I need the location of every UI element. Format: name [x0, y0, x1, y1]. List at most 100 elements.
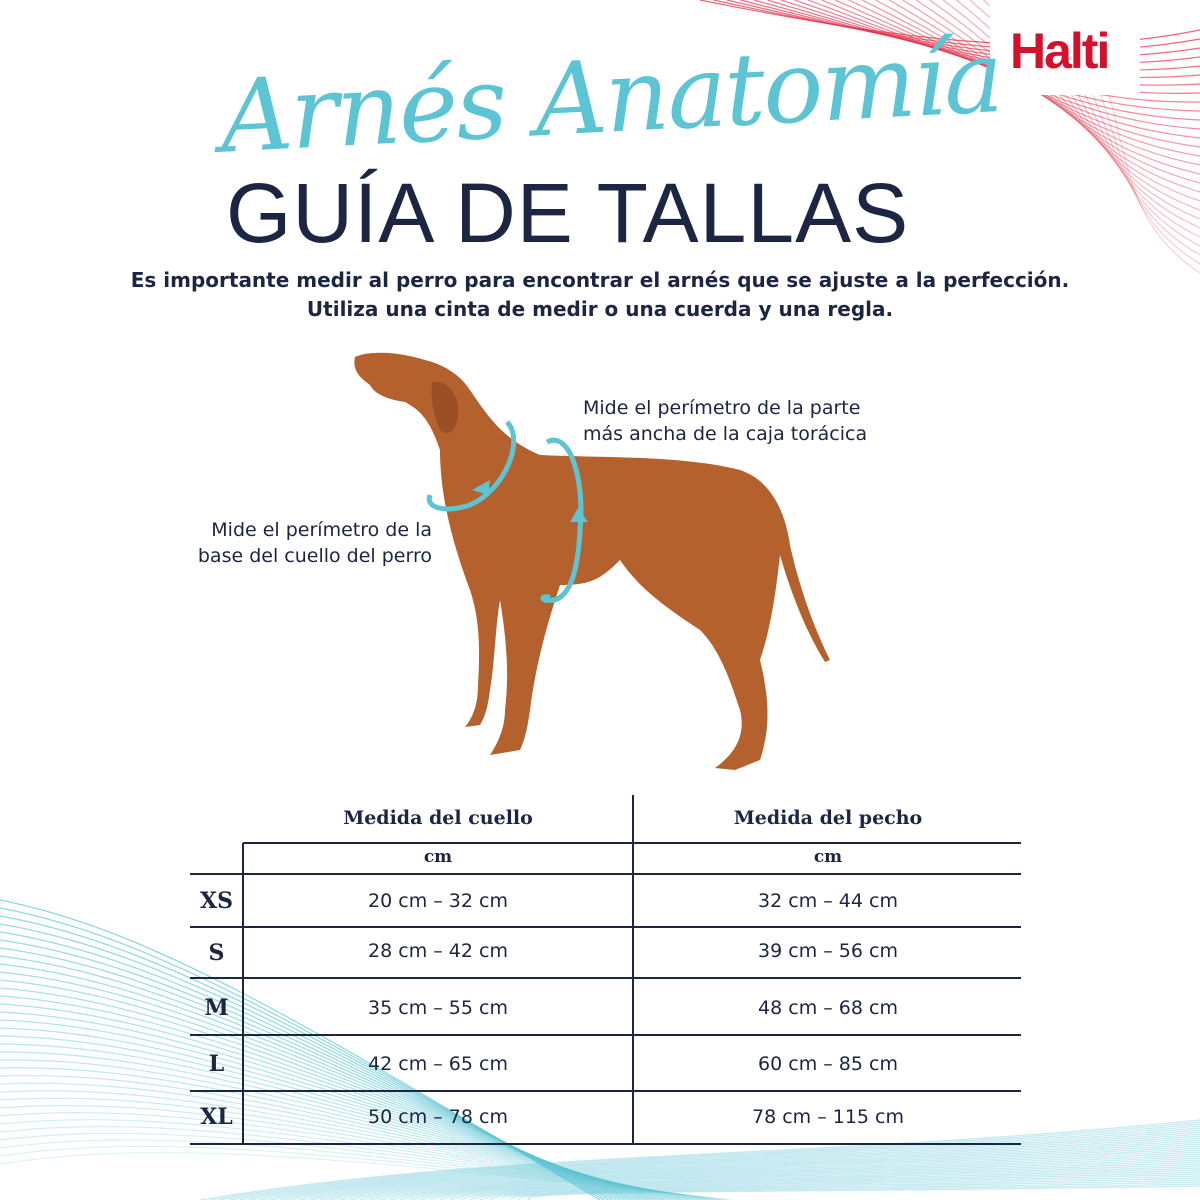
wave-line: [0, 1067, 685, 1200]
unit-neck: cm: [423, 847, 453, 867]
dog-silhouette: [354, 352, 830, 770]
wave-line: [449, 1169, 1200, 1200]
wave-line: [0, 1051, 677, 1200]
wave-line: [929, 0, 1200, 184]
subtitle-line-2: Utiliza una cinta de medir o una cuerda …: [306, 297, 894, 321]
wave-line: [0, 1003, 653, 1200]
wave-line: [0, 1112, 709, 1200]
wave-line: [369, 1153, 1200, 1200]
wave-line: [479, 1175, 1200, 1200]
wave-line: [915, 0, 1200, 175]
divider: [190, 977, 1021, 979]
wave-line: [359, 1151, 1200, 1200]
wave-line: [0, 1074, 689, 1200]
divider: [190, 873, 1021, 875]
neck-measure-arrow: [426, 420, 517, 512]
wave-line: [459, 1171, 1200, 1200]
wave-line: [509, 1181, 1200, 1200]
divider: [190, 1090, 1021, 1092]
wave-line: [409, 1161, 1200, 1200]
chest-measure-arrow: [540, 437, 584, 603]
wave-line: [389, 1157, 1200, 1200]
wave-line: [0, 1035, 669, 1200]
subtitle-line-1: Es importante medir al perro para encont…: [130, 268, 1070, 292]
neck-note: Mide el perímetro de la base del cuello …: [180, 517, 432, 569]
wave-line: [0, 1119, 713, 1200]
wave-line: [518, 1183, 1200, 1200]
wave-line: [329, 1145, 1200, 1200]
wave-line: [0, 1011, 657, 1200]
divider: [190, 1034, 1021, 1036]
wave-line: [0, 1139, 725, 1200]
wave-line: [0, 987, 645, 1200]
wave-line: [0, 1151, 733, 1200]
size-label: S: [208, 940, 225, 966]
unit-chest: cm: [813, 847, 843, 867]
wave-line: [339, 1147, 1200, 1200]
divider: [632, 795, 634, 1145]
wave-line: [309, 1141, 1200, 1200]
neck-value: 42 cm – 65 cm: [368, 1053, 508, 1075]
divider: [190, 1143, 1021, 1145]
divider: [190, 926, 1021, 928]
wave-line: [239, 1127, 1200, 1200]
dog-illustration: [354, 352, 830, 770]
wave-line: [379, 1155, 1200, 1200]
logo-box: [990, 0, 1140, 95]
wave-line: [289, 1137, 1200, 1200]
wave-line: [419, 1163, 1200, 1200]
wave-line: [319, 1143, 1200, 1200]
wave-line: [249, 1129, 1200, 1200]
wave-line: [269, 1133, 1200, 1200]
chest-value: 48 cm – 68 cm: [758, 997, 898, 1019]
wave-line: [279, 1135, 1200, 1200]
chest-value: 78 cm – 115 cm: [751, 1106, 904, 1128]
wave-line: [527, 1185, 1200, 1200]
size-label: XL: [200, 1104, 233, 1130]
chest-value: 39 cm – 56 cm: [758, 940, 898, 962]
dog-ear: [431, 381, 459, 434]
page-title: GUÍA DE TALLAS: [226, 166, 910, 260]
subtitle: Es importante medir al perro para encont…: [0, 266, 1200, 324]
wave-line: [229, 1125, 1200, 1200]
wave-line: [0, 1145, 729, 1200]
wave-line: [429, 1165, 1200, 1200]
neck-value: 50 cm – 78 cm: [368, 1106, 508, 1128]
chest-note-line-1: Mide el perímetro de la parte: [583, 397, 861, 419]
neck-value: 20 cm – 32 cm: [368, 890, 508, 912]
wave-line: [0, 995, 649, 1200]
chest-note-line-2: más ancha de la caja torácica: [583, 423, 868, 445]
size-label: M: [204, 995, 229, 1021]
wave-line: [942, 0, 1200, 193]
arrowhead-icon: [570, 508, 588, 522]
size-label: L: [208, 1051, 225, 1077]
header-neck: Medida del cuello: [343, 807, 533, 829]
wave-line: [0, 1132, 721, 1200]
wave-line: [399, 1159, 1200, 1200]
wave-line: [888, 0, 1200, 157]
header-chest: Medida del pecho: [733, 807, 923, 829]
wave-line: [740, 0, 1200, 64]
wave-line: [0, 1097, 701, 1200]
chest-note: Mide el perímetro de la parte más ancha …: [583, 395, 867, 447]
neck-value: 35 cm – 55 cm: [368, 997, 508, 1019]
wave-line: [499, 1179, 1200, 1200]
wave-line: [469, 1173, 1200, 1200]
chest-value: 60 cm – 85 cm: [758, 1053, 898, 1075]
wave-line: [299, 1139, 1200, 1200]
wave-line: [0, 1027, 665, 1200]
arrowhead-icon: [472, 480, 490, 495]
neck-note-line-2: base del cuello del perro: [197, 545, 432, 567]
wave-line: [199, 1119, 1200, 1200]
wave-line: [875, 0, 1200, 148]
wave-line: [0, 1125, 717, 1200]
wave-line: [209, 1121, 1200, 1200]
wave-line: [219, 1123, 1200, 1200]
chest-value: 32 cm – 44 cm: [758, 890, 898, 912]
neck-value: 28 cm – 42 cm: [368, 940, 508, 962]
wave-line: [0, 1043, 673, 1200]
divider: [242, 843, 244, 1145]
wave-line: [259, 1131, 1200, 1200]
halti-logo: Halti: [1010, 23, 1110, 79]
wave-line: [0, 1082, 693, 1200]
